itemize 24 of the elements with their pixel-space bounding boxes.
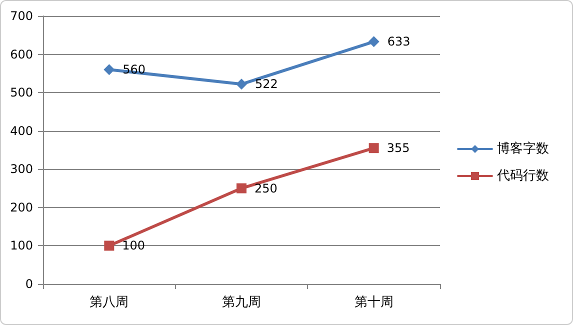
x-tick-label: 第八周 — [90, 295, 129, 310]
point — [236, 183, 246, 194]
point — [368, 143, 379, 154]
y-tick-label: 0 — [25, 277, 33, 291]
data-label: 250 — [254, 181, 278, 196]
point — [104, 64, 115, 76]
legend-label: 代码行数 — [496, 168, 549, 184]
data-label: 100 — [122, 238, 146, 253]
data-label: 522 — [255, 77, 278, 92]
y-tick-label: 700 — [10, 9, 33, 23]
data-label: 355 — [386, 141, 410, 156]
x-tick-label: 第九周 — [222, 295, 261, 310]
point — [104, 240, 114, 251]
y-tick-label: 600 — [10, 47, 33, 62]
x-tick-label: 第十周 — [354, 295, 394, 310]
y-tick-label: 100 — [10, 238, 33, 253]
y-tick-label: 200 — [10, 200, 33, 214]
data-label: 633 — [387, 34, 410, 49]
legend-label: 博客字数 — [497, 140, 549, 156]
y-tick-label: 400 — [10, 124, 33, 138]
point — [368, 36, 380, 48]
point — [236, 78, 247, 90]
y-tick-label: 500 — [10, 86, 33, 100]
y-tick-label: 300 — [10, 162, 33, 176]
